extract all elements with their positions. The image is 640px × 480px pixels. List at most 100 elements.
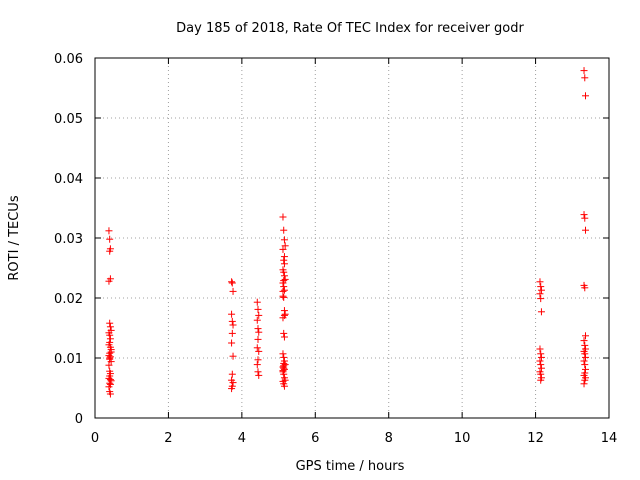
data-point: [537, 361, 545, 369]
data-point: [280, 293, 288, 301]
y-tick-label: 0.06: [54, 52, 83, 67]
data-point: [107, 348, 115, 356]
data-point: [105, 277, 113, 285]
data-point: [280, 353, 288, 361]
data-point: [255, 371, 263, 379]
grid-lines: [95, 58, 609, 418]
y-tick-label: 0.05: [54, 112, 83, 127]
data-point: [280, 268, 288, 276]
x-tick-label: 14: [601, 431, 618, 446]
x-axis-label: GPS time / hours: [296, 459, 405, 474]
y-axis-label: ROTI / TECUs: [7, 195, 22, 280]
data-point: [279, 367, 287, 375]
data-point: [280, 329, 288, 337]
data-point: [105, 383, 113, 391]
data-point: [253, 316, 261, 324]
data-points: [105, 67, 590, 398]
data-point: [581, 361, 589, 369]
x-tick-label: 2: [164, 431, 172, 446]
data-point: [106, 390, 114, 398]
data-point: [229, 352, 237, 360]
data-point: [582, 365, 590, 373]
data-point: [255, 347, 263, 355]
data-point: [106, 235, 114, 243]
data-point: [228, 370, 236, 378]
data-point: [107, 358, 115, 366]
data-point: [228, 278, 236, 286]
data-point: [280, 370, 288, 378]
data-point: [580, 337, 588, 345]
data-point: [581, 284, 589, 292]
data-point: [105, 227, 113, 235]
data-point: [580, 211, 588, 219]
data-point: [254, 325, 262, 333]
data-point: [537, 283, 545, 291]
data-point: [254, 305, 262, 313]
x-tick-label: 4: [238, 431, 246, 446]
data-point: [537, 364, 545, 372]
data-point: [253, 344, 261, 352]
data-point: [253, 361, 261, 369]
data-point: [280, 256, 288, 264]
data-point: [280, 311, 288, 319]
data-point: [106, 323, 114, 331]
data-point: [279, 213, 287, 221]
data-point: [106, 331, 114, 339]
y-tick-label: 0.04: [54, 172, 83, 187]
data-point: [581, 214, 589, 222]
data-point: [280, 277, 288, 285]
data-point: [581, 350, 589, 358]
y-tick-label: 0.02: [54, 292, 83, 307]
data-point: [280, 260, 288, 268]
y-tick-label: 0.03: [54, 232, 83, 247]
data-point: [280, 333, 288, 341]
data-point: [580, 380, 588, 388]
data-point: [536, 345, 544, 353]
x-tick-label: 10: [454, 431, 471, 446]
y-tick-label: 0.01: [54, 352, 83, 367]
chart-title: Day 185 of 2018, Rate Of TEC Index for r…: [176, 21, 524, 36]
data-point: [228, 339, 236, 347]
data-point: [106, 379, 114, 387]
data-point: [228, 279, 236, 287]
data-point: [228, 310, 236, 318]
data-point: [281, 275, 289, 283]
data-point: [580, 67, 588, 75]
data-point: [537, 350, 545, 358]
data-point: [279, 287, 287, 295]
data-point: [582, 226, 590, 234]
data-point: [229, 287, 237, 295]
axis-ticks: 0 2 4 6 8 10 12 14 0 0.01 0.02 0.03 0.04 0.05 0.06: [54, 52, 617, 446]
data-point: [581, 341, 589, 349]
y-tick-label: 0: [75, 412, 83, 427]
x-tick-label: 12: [527, 431, 544, 446]
data-point: [537, 353, 545, 361]
data-point: [281, 310, 289, 318]
x-tick-label: 0: [91, 431, 99, 446]
data-point: [228, 385, 236, 393]
data-point: [582, 353, 590, 361]
data-point: [106, 319, 114, 327]
data-point: [279, 245, 287, 253]
data-point: [537, 370, 545, 378]
data-point: [581, 74, 589, 82]
data-point: [582, 92, 590, 100]
data-point: [536, 357, 544, 365]
data-point: [537, 286, 545, 294]
data-point: [581, 376, 589, 384]
data-point: [228, 317, 236, 325]
data-point: [582, 332, 590, 340]
data-point: [106, 335, 114, 343]
data-point: [280, 226, 288, 234]
data-point: [537, 308, 545, 316]
data-point: [537, 295, 545, 303]
data-point: [255, 328, 263, 336]
data-point: [281, 242, 289, 250]
data-point: [280, 382, 288, 390]
data-point: [228, 329, 236, 337]
x-tick-label: 8: [385, 431, 393, 446]
data-point: [229, 321, 237, 329]
data-point: [536, 290, 544, 298]
data-point: [280, 272, 288, 280]
data-point: [279, 350, 287, 358]
